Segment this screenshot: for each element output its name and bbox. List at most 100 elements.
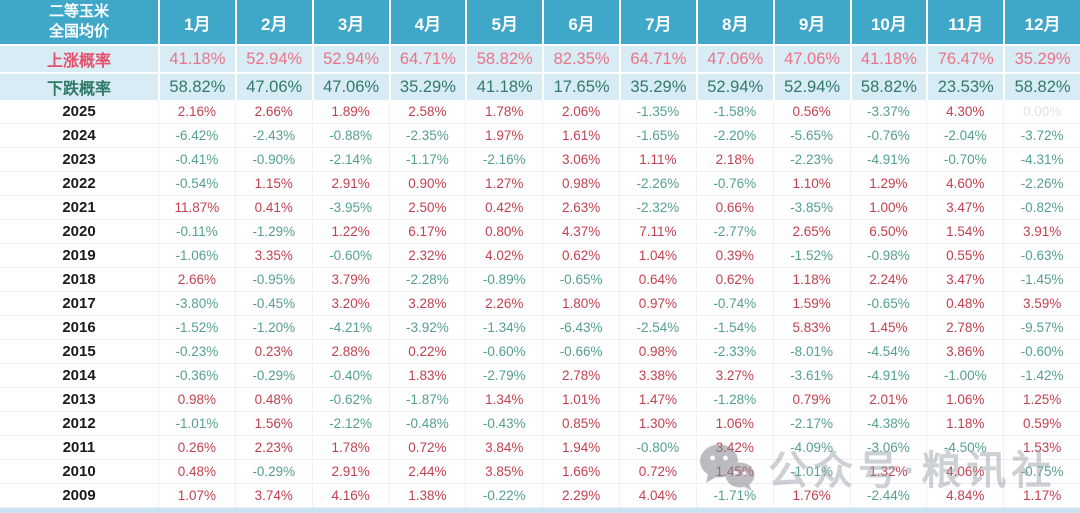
- value-cell: -4.91%: [849, 148, 927, 171]
- value-cell: 1.17%: [1003, 484, 1080, 507]
- value-cell: -0.48%: [388, 412, 466, 435]
- value-cell: 3.38%: [619, 364, 696, 387]
- year-label: 2022: [62, 175, 96, 192]
- value-cell: 3.84%: [465, 436, 542, 459]
- rise-probability-value: 64.71%: [388, 46, 466, 72]
- value-cell: 2.29%: [542, 484, 619, 507]
- value-cell: 4.06%: [926, 460, 1003, 483]
- value-cell: 2.91%: [311, 172, 389, 195]
- value-cell: 1.78%: [465, 100, 542, 123]
- year-label: 2018: [62, 271, 96, 288]
- value-cell: 2.78%: [926, 316, 1003, 339]
- value-cell: -1.45%: [1003, 268, 1080, 291]
- rise-probability-value: 76.47%: [926, 46, 1004, 72]
- value-cell: -0.60%: [465, 340, 542, 363]
- value-cell: 0.72%: [388, 436, 466, 459]
- value-cell: -1.58%: [695, 100, 773, 123]
- value-cell: -4.31%: [1003, 148, 1080, 171]
- value-cell: -0.65%: [542, 268, 619, 291]
- value-cell: 3.06%: [542, 148, 619, 171]
- value-cell: 4.16%: [311, 484, 389, 507]
- value-cell: -2.79%: [465, 364, 542, 387]
- month-header: 1月: [158, 0, 235, 44]
- year-row: 2017 -3.80% -0.45% 3.20% 3.28% 2.26% 1.80% 0.97…: [0, 292, 1080, 316]
- value-cell: 1.94%: [542, 436, 619, 459]
- fall-probability-row: 下跌概率 58.82% 47.06% 47.06% 35.29% 41.18% 17.65…: [0, 74, 1080, 100]
- fall-probability-value: 58.82%: [1003, 74, 1080, 100]
- value-cell: 0.00%: [1003, 100, 1080, 123]
- fall-probability-value: 52.94%: [695, 74, 773, 100]
- fall-probability-value: 58.82%: [158, 74, 235, 100]
- value-cell: 0.79%: [772, 388, 850, 411]
- value-cell: 2.65%: [772, 220, 850, 243]
- year-label: 2020: [62, 223, 96, 240]
- value-cell: -6.42%: [158, 124, 235, 147]
- year-label: 2011: [62, 439, 96, 456]
- value-cell: 0.98%: [158, 388, 235, 411]
- value-cell: 11.87%: [158, 196, 235, 219]
- value-cell: -0.82%: [1003, 196, 1080, 219]
- value-cell: 1.45%: [695, 460, 773, 483]
- value-cell: -2.33%: [695, 340, 773, 363]
- value-cell: 3.91%: [1003, 220, 1080, 243]
- value-cell: -1.52%: [158, 316, 235, 339]
- value-cell: -2.43%: [234, 124, 312, 147]
- value-cell: -0.45%: [234, 292, 312, 315]
- value-cell: 1.54%: [926, 220, 1003, 243]
- rise-probability-row: 上涨概率 41.18% 52.94% 52.94% 64.71% 58.82% 82.35…: [0, 46, 1080, 72]
- value-cell: 1.47%: [619, 388, 696, 411]
- value-cell: -0.66%: [542, 340, 619, 363]
- value-cell: -3.80%: [158, 292, 235, 315]
- year-row: 2022 -0.54% 1.15% 2.91% 0.90% 1.27% 0.98% -2.26…: [0, 172, 1080, 196]
- value-cell: 1.34%: [465, 388, 542, 411]
- value-cell: 1.45%: [849, 316, 927, 339]
- rise-probability-value: 52.94%: [311, 46, 389, 72]
- value-cell: 1.83%: [388, 364, 466, 387]
- value-cell: -3.72%: [1003, 124, 1080, 147]
- value-cell: 2.01%: [849, 388, 927, 411]
- year-row: 2015 -0.23% 0.23% 2.88% 0.22% -0.60% -0.66% 0.9…: [0, 340, 1080, 364]
- header-row: 二等玉米 全国均价 1月 2月 3月 4月 5月 6月 7月 8月 9月 10月 11月 12月: [0, 0, 1080, 44]
- year-label: 2019: [62, 247, 96, 264]
- value-cell: 0.72%: [619, 460, 696, 483]
- value-cell: -4.50%: [926, 436, 1003, 459]
- value-cell: -0.62%: [311, 388, 389, 411]
- value-cell: -0.41%: [158, 148, 235, 171]
- year-row: 2025 2.16% 2.66% 1.89% 2.58% 1.78% 2.06% -1.35%…: [0, 100, 1080, 124]
- value-cell: -3.06%: [849, 436, 927, 459]
- year-row: 2020 -0.11% -1.29% 1.22% 6.17% 0.80% 4.37% 7.11…: [0, 220, 1080, 244]
- year-label: 2025: [62, 103, 96, 120]
- year-row: 2016 -1.52% -1.20% -4.21% -3.92% -1.34% -6.43%…: [0, 316, 1080, 340]
- value-cell: -0.60%: [1003, 340, 1080, 363]
- rise-probability-value: 47.06%: [772, 46, 850, 72]
- value-cell: 0.56%: [772, 100, 850, 123]
- value-cell: -1.71%: [695, 484, 773, 507]
- year-label: 2021: [62, 199, 96, 216]
- value-cell: 2.23%: [234, 436, 312, 459]
- value-cell: 1.66%: [542, 460, 619, 483]
- value-cell: -0.80%: [619, 436, 696, 459]
- value-cell: 2.06%: [542, 100, 619, 123]
- value-cell: -0.11%: [158, 220, 235, 243]
- value-cell: 1.53%: [1003, 436, 1080, 459]
- value-cell: -2.32%: [619, 196, 696, 219]
- value-cell: 3.42%: [695, 436, 773, 459]
- fall-probability-value: 23.53%: [926, 74, 1004, 100]
- year-row: 2014 -0.36% -0.29% -0.40% 1.83% -2.79% 2.78% 3.…: [0, 364, 1080, 388]
- value-cell: -1.28%: [695, 388, 773, 411]
- value-cell: -0.65%: [849, 292, 927, 315]
- value-cell: -2.44%: [849, 484, 927, 507]
- value-cell: -0.75%: [1003, 460, 1080, 483]
- month-header: 10月: [849, 0, 927, 44]
- value-cell: -8.01%: [772, 340, 850, 363]
- year-label: 2024: [62, 127, 96, 144]
- value-cell: 0.48%: [926, 292, 1003, 315]
- value-cell: 1.15%: [234, 172, 312, 195]
- year-label: 2015: [62, 343, 96, 360]
- value-cell: 1.78%: [311, 436, 389, 459]
- year-row: 2023 -0.41% -0.90% -2.14% -1.17% -2.16% 3.06% 1…: [0, 148, 1080, 172]
- value-cell: 4.30%: [926, 100, 1003, 123]
- year-label: 2010: [62, 463, 96, 480]
- value-cell: -2.14%: [311, 148, 389, 171]
- fall-probability-value: 52.94%: [772, 74, 850, 100]
